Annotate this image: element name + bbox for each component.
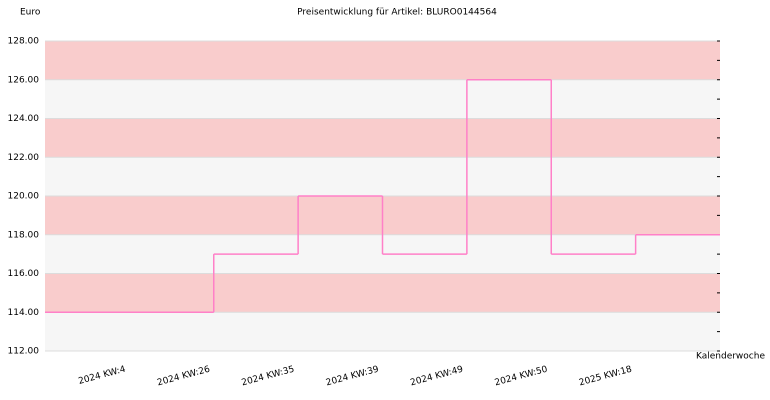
x-tick-label: 2024 KW:4 [77,365,127,387]
x-tick-label: 2024 KW:49 [409,365,464,389]
background-band [45,79,720,119]
y-tick-label: 126.00 [8,75,40,85]
chart-title: Preisentwicklung für Artikel: BLURO01445… [297,8,497,18]
y-tick-label: 128.00 [8,37,40,47]
y-axis-label: Euro [20,8,41,18]
y-tick-label: 124.00 [8,114,40,124]
background-band [45,157,720,196]
y-tick-label: 122.00 [8,153,40,163]
x-tick-label: 2024 KW:26 [156,365,211,389]
background-band [45,273,720,313]
y-tick-label: 112.00 [8,347,40,357]
background-band [45,312,720,351]
y-tick-label: 114.00 [8,308,40,318]
x-tick-label: 2025 KW:18 [578,365,633,389]
background-band [45,41,720,80]
background-band [45,118,720,158]
y-tick-label: 120.00 [8,192,40,202]
y-tick-label: 116.00 [8,269,40,279]
x-tick-label: 2024 KW:50 [494,365,549,389]
x-tick-label: 2024 KW:39 [325,365,380,389]
x-axis-label: Kalenderwoche [696,352,765,362]
y-tick-label: 118.00 [8,230,40,240]
x-tick-label: 2024 KW:35 [241,365,296,389]
